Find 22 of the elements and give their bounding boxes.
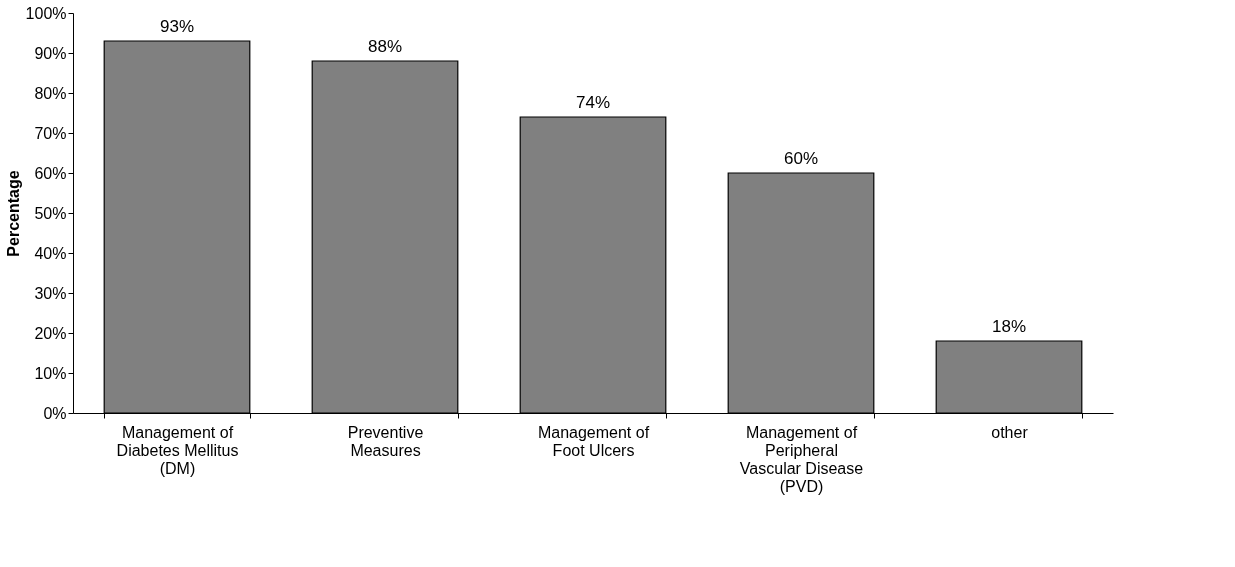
y-tick-label: 0%: [43, 404, 67, 422]
y-tick-label: 10%: [34, 364, 67, 382]
y-tick-label: 100%: [25, 4, 67, 22]
x-tick-label: Management of Diabetes Mellitus (DM): [116, 423, 239, 477]
y-tick-label: 20%: [34, 324, 67, 342]
data-label: 74%: [575, 93, 611, 112]
y-tick-label: 30%: [34, 284, 67, 302]
x-tick-label: Management of Foot Ulcers: [537, 423, 650, 459]
y-tick-label: 50%: [34, 204, 67, 222]
x-tick-label: other: [991, 423, 1029, 441]
y-tick-label: 70%: [34, 124, 67, 142]
y-tick-label: 80%: [34, 84, 67, 102]
data-label: 18%: [991, 317, 1027, 336]
data-label: 93%: [159, 17, 195, 36]
x-tick-label: Management of Peripheral Vascular Disease (PVD): [739, 423, 864, 495]
y-tick-label: 40%: [34, 244, 67, 262]
y-tick-label: 60%: [34, 164, 67, 182]
y-axis-title: Percentage: [4, 170, 22, 257]
data-label: 88%: [367, 37, 403, 56]
y-tick-label: 90%: [34, 44, 67, 62]
x-tick-label: Preventive Measures: [347, 423, 424, 459]
data-label: 60%: [783, 149, 819, 168]
